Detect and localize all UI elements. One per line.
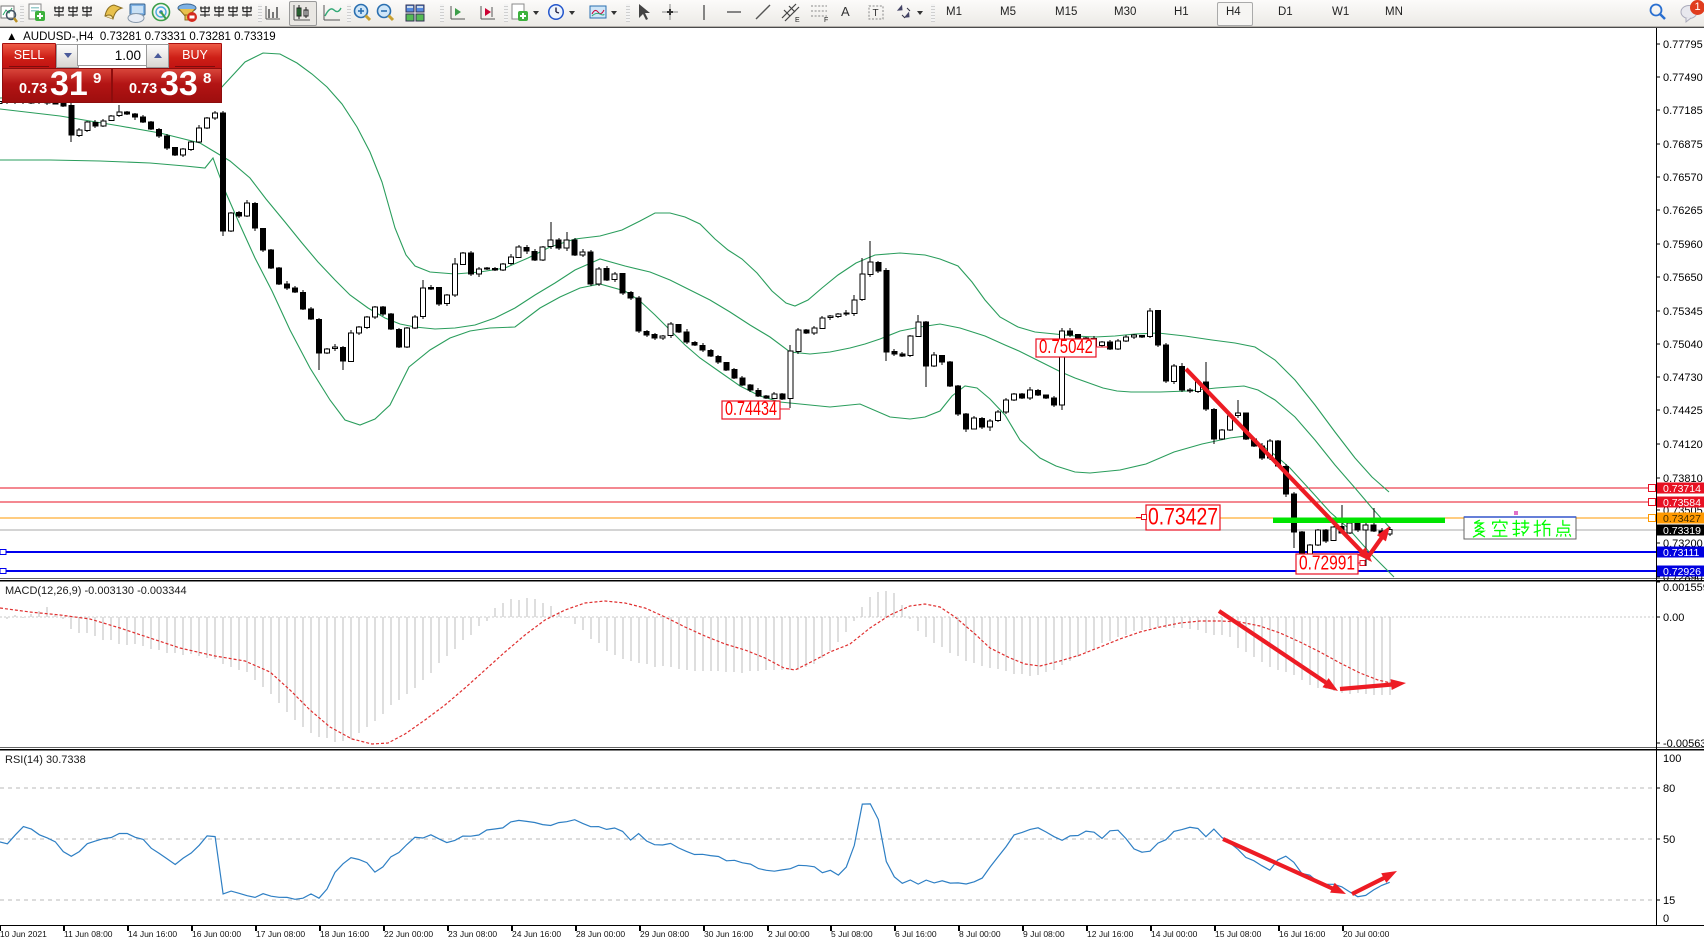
svg-text:0.75650: 0.75650 [1663,272,1703,284]
svg-text:0.73319: 0.73319 [1663,525,1701,537]
svg-text:15: 15 [1663,895,1675,907]
svg-text:0.74730: 0.74730 [1663,372,1703,384]
svg-text:0.001559: 0.001559 [1663,582,1704,594]
svg-text:0.00: 0.00 [1663,612,1684,624]
svg-text:0.77185: 0.77185 [1663,105,1703,117]
svg-text:0.74425: 0.74425 [1663,405,1703,417]
svg-text:0.74120: 0.74120 [1663,439,1703,451]
svg-text:0.73584: 0.73584 [1663,497,1701,509]
svg-text:0.76265: 0.76265 [1663,205,1703,217]
svg-text:0.76875: 0.76875 [1663,139,1703,151]
svg-text:0.77490: 0.77490 [1663,72,1703,84]
svg-text:0.75040: 0.75040 [1663,339,1703,351]
svg-text:0.77795: 0.77795 [1663,39,1703,51]
svg-text:0.75042: 0.75042 [1039,337,1093,358]
svg-text:0.73427: 0.73427 [1148,504,1218,531]
svg-text:0.72991: 0.72991 [1299,552,1355,574]
svg-text:-0.005634: -0.005634 [1663,738,1704,750]
svg-text:E: E [795,17,800,24]
svg-text:80: 80 [1663,783,1675,795]
svg-text:0.73714: 0.73714 [1663,483,1701,495]
svg-text:0.73810: 0.73810 [1663,473,1703,485]
svg-text:0.72926: 0.72926 [1663,566,1701,578]
svg-text:50: 50 [1663,834,1675,846]
svg-text:MACD(12,26,9) -0.003130 -0.003: MACD(12,26,9) -0.003130 -0.003344 [5,585,187,597]
svg-text:0.73427: 0.73427 [1663,513,1701,525]
svg-text:0.76570: 0.76570 [1663,172,1703,184]
svg-text:0.74434: 0.74434 [725,399,777,420]
svg-text:T: T [873,8,879,19]
svg-text:100: 100 [1663,753,1681,765]
svg-text:F: F [824,17,828,24]
svg-text:RSI(14) 30.7338: RSI(14) 30.7338 [5,754,86,766]
svg-text:0.75960: 0.75960 [1663,239,1703,251]
svg-text:0.75345: 0.75345 [1663,306,1703,318]
svg-text:0: 0 [1663,913,1669,925]
svg-text:0.73111: 0.73111 [1663,547,1700,559]
